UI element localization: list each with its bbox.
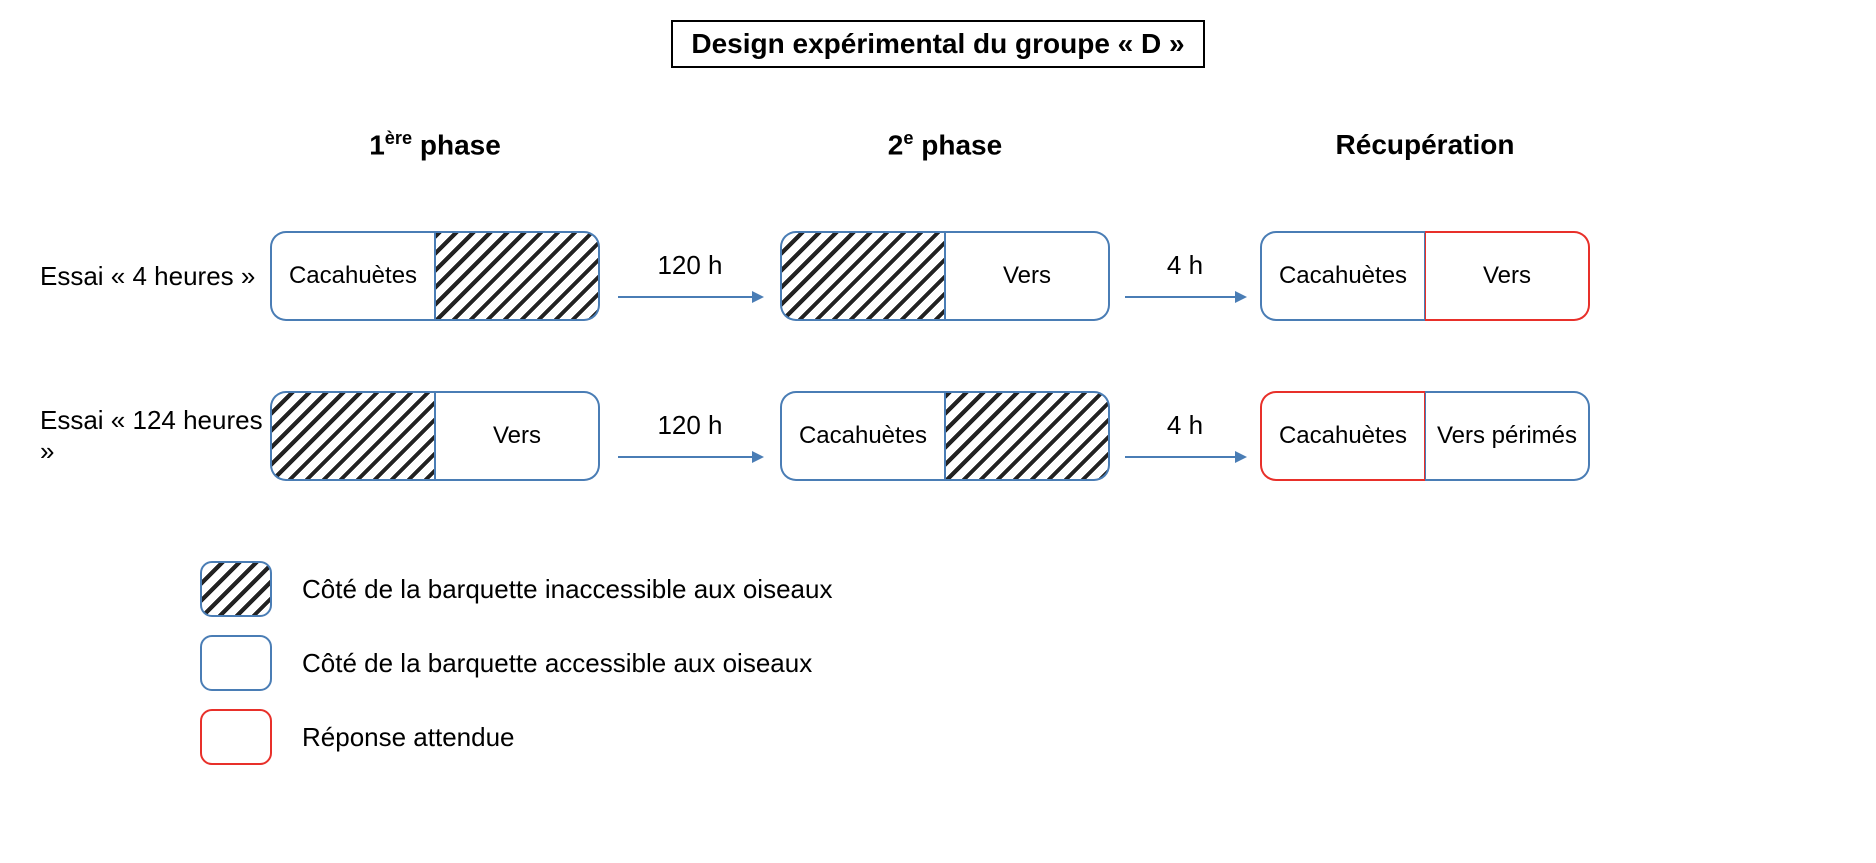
tray-r1-recup: Cacahuètes Vers bbox=[1260, 231, 1590, 321]
tray-r2-phase1-right: Vers bbox=[435, 391, 600, 481]
arrow-r1-2: 4 h bbox=[1110, 250, 1260, 303]
tray-r1-phase1: Cacahuètes bbox=[270, 231, 600, 321]
legend-text: Côté de la barquette accessible aux oise… bbox=[302, 648, 812, 679]
tray-r1-phase2-right: Vers bbox=[945, 231, 1110, 321]
col-header-recup: Récupération bbox=[1260, 129, 1590, 161]
legend-row-plain: Côté de la barquette accessible aux oise… bbox=[200, 635, 1836, 691]
arrow-icon bbox=[618, 456, 762, 458]
tray-r2-phase2: Cacahuètes bbox=[780, 391, 1110, 481]
row-label-124h: Essai « 124 heures » bbox=[40, 405, 270, 467]
diagram-grid: 1ère phase 2e phase Récupération Essai «… bbox=[40, 128, 1836, 481]
legend-row-expected: Réponse attendue bbox=[200, 709, 1836, 765]
arrow-r2-1: 120 h bbox=[600, 410, 780, 463]
legend: Côté de la barquette inaccessible aux oi… bbox=[200, 561, 1836, 765]
tray-r2-phase1-left bbox=[270, 391, 435, 481]
legend-swatch-hatched bbox=[200, 561, 272, 617]
legend-text: Côté de la barquette inaccessible aux oi… bbox=[302, 574, 832, 605]
tray-r1-phase1-left: Cacahuètes bbox=[270, 231, 435, 321]
legend-swatch-expected bbox=[200, 709, 272, 765]
arrow-r2-2: 4 h bbox=[1110, 410, 1260, 463]
legend-swatch-plain bbox=[200, 635, 272, 691]
col-header-phase2: 2e phase bbox=[780, 128, 1110, 161]
diagram-title: Design expérimental du groupe « D » bbox=[671, 20, 1204, 68]
tray-r2-recup-left: Cacahuètes bbox=[1260, 391, 1425, 481]
tray-r2-recup: Cacahuètes Vers périmés bbox=[1260, 391, 1590, 481]
legend-row-hatched: Côté de la barquette inaccessible aux oi… bbox=[200, 561, 1836, 617]
tray-r1-phase2-left bbox=[780, 231, 945, 321]
arrow-icon bbox=[618, 296, 762, 298]
tray-r1-phase2: Vers bbox=[780, 231, 1110, 321]
tray-r2-phase2-right bbox=[945, 391, 1110, 481]
col-header-phase1: 1ère phase bbox=[270, 128, 600, 161]
arrow-icon bbox=[1125, 456, 1245, 458]
tray-r1-recup-right: Vers bbox=[1425, 231, 1590, 321]
tray-r1-recup-left: Cacahuètes bbox=[1260, 231, 1425, 321]
tray-r2-phase1: Vers bbox=[270, 391, 600, 481]
arrow-r1-1: 120 h bbox=[600, 250, 780, 303]
row-label-4h: Essai « 4 heures » bbox=[40, 261, 270, 292]
tray-r2-recup-right: Vers périmés bbox=[1425, 391, 1590, 481]
legend-text: Réponse attendue bbox=[302, 722, 515, 753]
tray-r2-phase2-left: Cacahuètes bbox=[780, 391, 945, 481]
tray-r1-phase1-right bbox=[435, 231, 600, 321]
arrow-icon bbox=[1125, 296, 1245, 298]
